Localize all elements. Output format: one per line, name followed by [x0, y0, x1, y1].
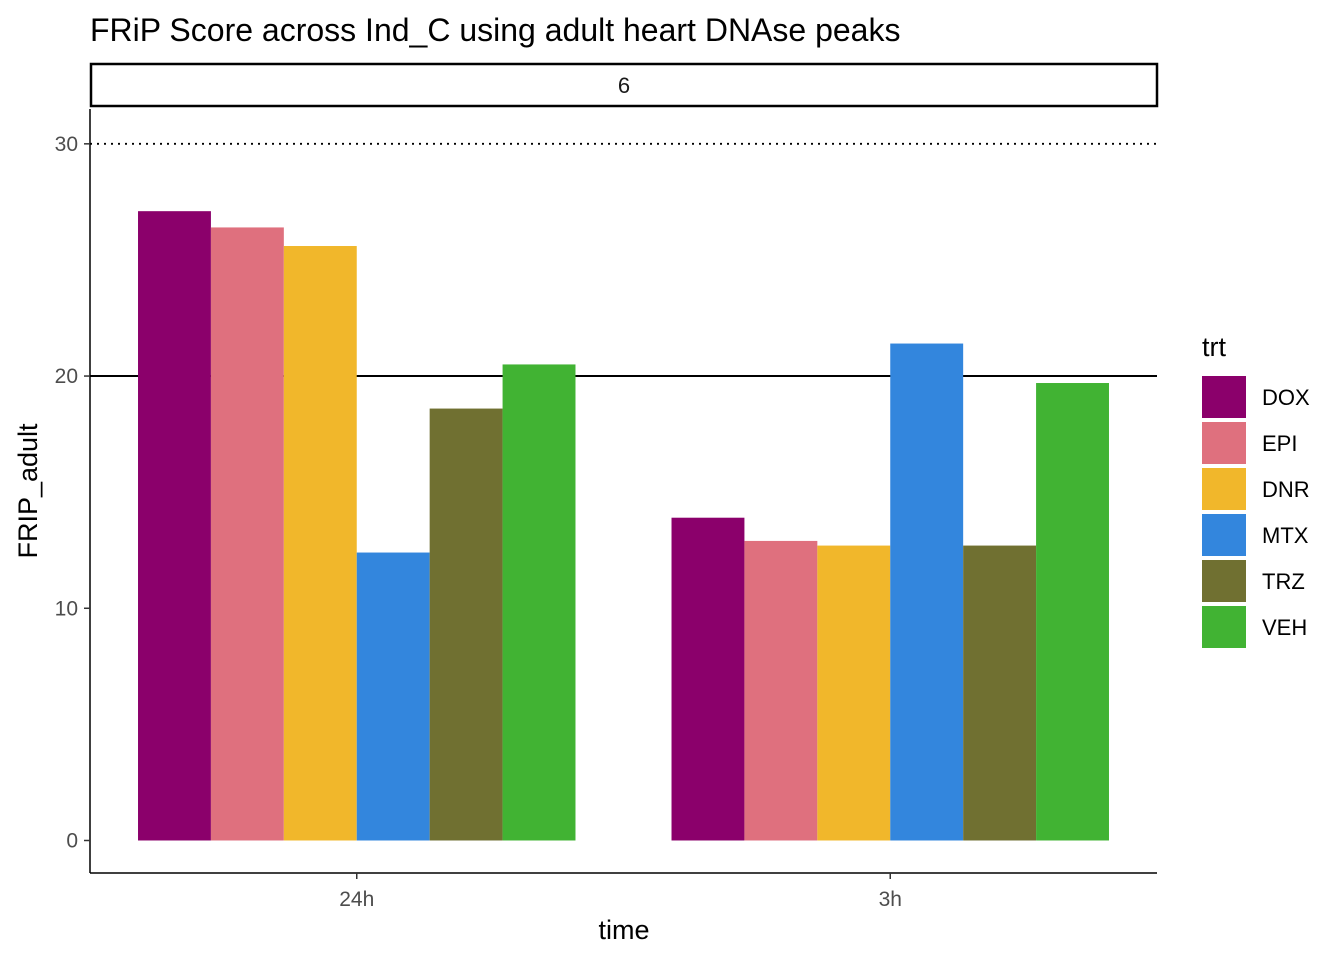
legend-label-mtx: MTX: [1262, 523, 1309, 548]
bar-veh-24h: [502, 364, 576, 841]
facet-strip-box: [89, 62, 1159, 108]
bar-dnr-3h: [817, 545, 891, 841]
y-tick-label: 20: [55, 365, 78, 388]
bar-epi-24h: [210, 227, 284, 841]
legend-key-dnr: [1202, 468, 1246, 510]
bar-mtx-3h: [890, 343, 964, 841]
y-ticks: 0 10 20 30: [55, 133, 90, 852]
x-tick-label: 3h: [879, 888, 902, 911]
bar-mtx-24h: [356, 552, 430, 841]
legend-key-mtx: [1202, 514, 1246, 556]
legend-label-trz: TRZ: [1262, 569, 1305, 594]
legend-key-trz: [1202, 560, 1246, 602]
legend-title: trt: [1202, 332, 1226, 362]
facet-strip: 6: [89, 62, 1159, 108]
chart-title: FRiP Score across Ind_C using adult hear…: [90, 12, 900, 48]
legend-key-veh: [1202, 606, 1246, 648]
bar-epi-3h: [744, 540, 818, 841]
bar-trz-24h: [429, 408, 503, 841]
x-tick-label: 24h: [339, 888, 374, 911]
legend-key-dox: [1202, 376, 1246, 418]
bars: [138, 211, 1109, 841]
bar-trz-3h: [963, 545, 1037, 841]
bar-veh-3h: [1036, 383, 1109, 841]
y-tick-label: 10: [55, 597, 78, 620]
legend-label-veh: VEH: [1262, 615, 1307, 640]
legend-label-dnr: DNR: [1262, 477, 1310, 502]
y-tick-label: 0: [66, 829, 78, 852]
axes: [89, 109, 1157, 874]
legend: trt DOX EPI DNR MTX TRZ VEH: [1202, 332, 1310, 648]
bar-dox-24h: [138, 211, 211, 841]
x-ticks: 24h 3h: [339, 873, 902, 911]
y-axis-title: FRIP_adult: [13, 423, 43, 559]
bar-dnr-24h: [283, 246, 357, 841]
legend-items: DOX EPI DNR MTX TRZ VEH: [1202, 376, 1310, 648]
y-tick-label: 30: [55, 133, 78, 156]
facet-strip-label: 6: [618, 73, 630, 98]
legend-key-epi: [1202, 422, 1246, 464]
bar-dox-3h: [671, 517, 745, 841]
legend-label-dox: DOX: [1262, 385, 1310, 410]
legend-label-epi: EPI: [1262, 431, 1297, 456]
x-axis-title: time: [598, 915, 649, 945]
